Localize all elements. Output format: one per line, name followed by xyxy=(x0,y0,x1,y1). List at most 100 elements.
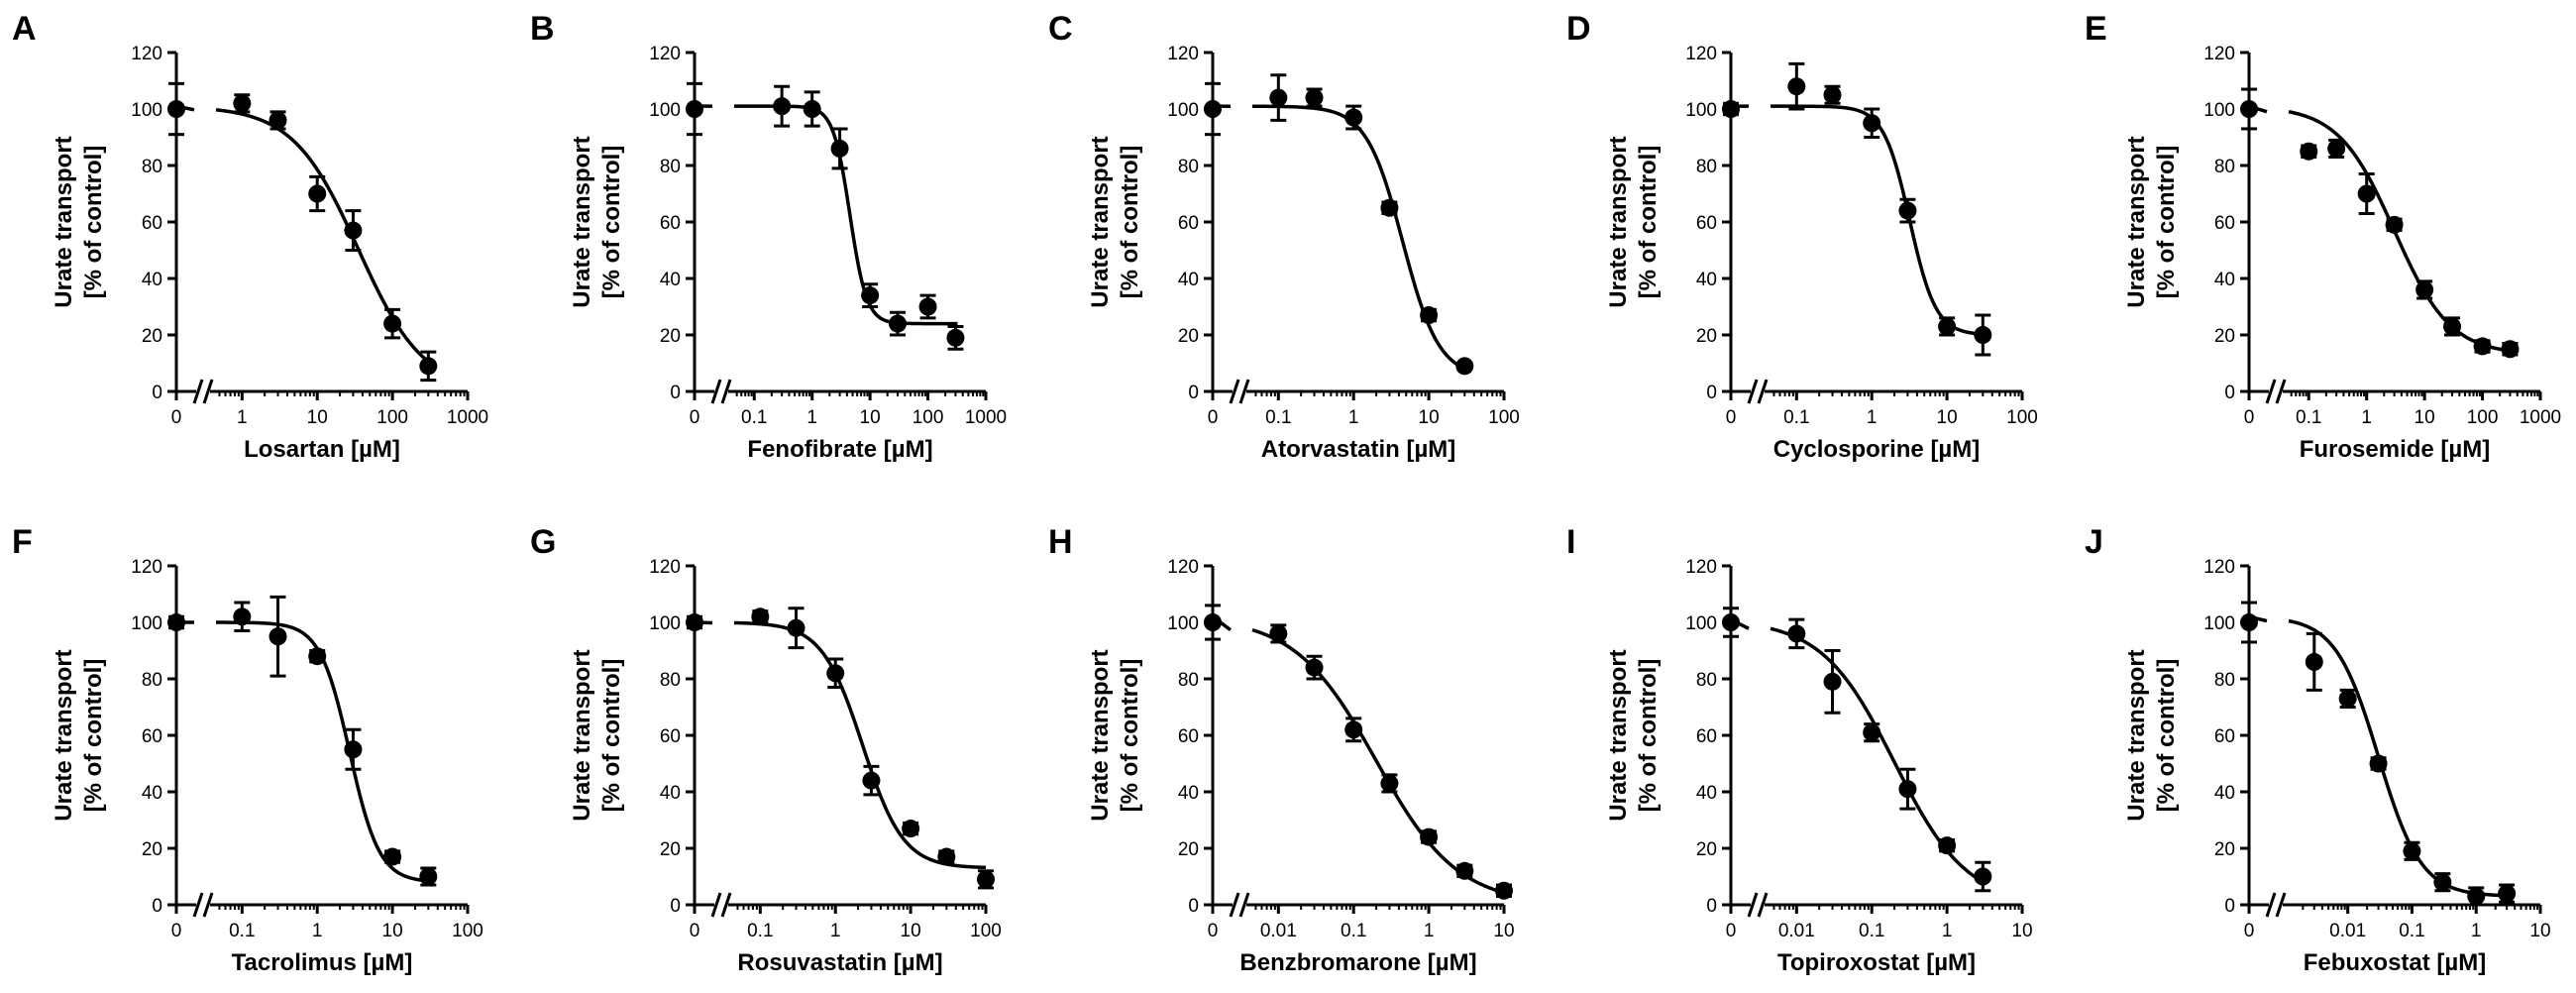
y-axis-label-line1: Urate transport xyxy=(1087,649,1114,821)
x-tick-label: 10 xyxy=(860,407,881,428)
data-point xyxy=(1722,100,1740,118)
y-axis-label-line1: Urate transport xyxy=(569,136,595,307)
data-point xyxy=(1823,85,1842,104)
x-axis-break-mark xyxy=(1757,379,1769,404)
y-tick-label: 120 xyxy=(649,44,681,64)
y-tick-label: 40 xyxy=(660,783,681,804)
data-point xyxy=(1938,836,1957,855)
data-point xyxy=(1722,613,1740,631)
fitted-curve xyxy=(2248,104,2513,354)
x-tick-label: 0.1 xyxy=(229,921,255,941)
x-axis-label: Losartan [µM] xyxy=(244,436,400,463)
data-point xyxy=(889,314,908,333)
y-tick-label: 20 xyxy=(1696,839,1717,860)
x-axis-break-mark xyxy=(1747,379,1759,404)
y-tick-label: 20 xyxy=(2214,326,2235,347)
x-tick-label-zero: 0 xyxy=(1726,407,1737,428)
x-tick-label: 1 xyxy=(237,407,248,428)
data-point xyxy=(308,647,327,666)
y-axis-label: Urate transport [% of control] xyxy=(1605,649,1662,821)
x-tick-label: 0.1 xyxy=(741,407,767,428)
data-point xyxy=(977,870,995,889)
panel-letter: I xyxy=(1566,523,1575,561)
x-tick-label: 100 xyxy=(1488,407,1520,428)
y-tick-label: 120 xyxy=(2203,557,2235,578)
y-tick-label: 80 xyxy=(1178,157,1199,177)
chart-panel-c: C Urate transport [% of control] 0 20 40 60 80 1… xyxy=(1048,10,1520,463)
fitted-curve xyxy=(175,620,432,883)
data-point xyxy=(2473,337,2492,356)
data-point xyxy=(1863,723,1881,742)
data-point xyxy=(1204,100,1222,118)
y-tick-label: 20 xyxy=(1178,839,1199,860)
x-tick-label: 0.01 xyxy=(1778,921,1815,941)
x-tick-label: 0.1 xyxy=(1265,407,1291,428)
x-tick-label: 1 xyxy=(1942,921,1953,941)
x-tick-label: 0.01 xyxy=(2329,921,2366,941)
x-tick-label: 1 xyxy=(1867,407,1878,428)
y-tick-label: 40 xyxy=(2214,270,2235,290)
data-point xyxy=(1269,624,1288,643)
data-point xyxy=(1898,201,1917,220)
data-point xyxy=(167,613,185,631)
y-tick-label: 80 xyxy=(1178,670,1199,691)
x-tick-label: 100 xyxy=(2467,407,2499,428)
y-tick-label: 100 xyxy=(1685,613,1717,634)
y-axis-label-line2: [% of control] xyxy=(1635,146,1662,299)
x-tick-label: 100 xyxy=(2006,407,2038,428)
data-point xyxy=(2305,652,2323,671)
y-tick-label: 100 xyxy=(131,613,162,634)
data-point xyxy=(861,286,880,305)
y-tick-label: 0 xyxy=(2224,896,2235,917)
y-axis-label-line2: [% of control] xyxy=(2153,659,2180,813)
x-tick-label: 1 xyxy=(2471,921,2482,941)
chart-panel-i: I Urate transport [% of control] 0 20 40 60 80 1… xyxy=(1566,523,2033,976)
panel-letter: B xyxy=(530,10,555,48)
data-point xyxy=(1974,326,1992,344)
x-axis-break-mark xyxy=(710,892,722,918)
x-tick-label: 1 xyxy=(312,921,323,941)
data-point xyxy=(918,297,937,316)
data-point xyxy=(2498,884,2517,903)
panel-letter: F xyxy=(12,523,33,561)
x-axis-break-mark xyxy=(192,379,204,404)
y-tick-label: 100 xyxy=(131,100,162,121)
x-tick-label: 100 xyxy=(452,921,483,941)
data-point xyxy=(2443,317,2462,336)
data-point xyxy=(946,328,965,347)
y-axis-label: Urate transport [% of control] xyxy=(2123,649,2180,821)
x-axis-label: Cyclosporine [µM] xyxy=(1773,436,1981,463)
data-point xyxy=(2240,100,2258,118)
data-point xyxy=(1823,672,1842,691)
data-point xyxy=(686,100,703,118)
data-point xyxy=(1380,774,1399,793)
y-tick-label: 120 xyxy=(1685,557,1717,578)
x-tick-label: 10 xyxy=(1493,921,1514,941)
y-axis-label: Urate transport [% of control] xyxy=(569,649,625,821)
x-tick-label-zero: 0 xyxy=(1208,921,1219,941)
fitted-curve xyxy=(695,104,958,326)
y-tick-label: 80 xyxy=(2214,670,2235,691)
y-tick-label: 20 xyxy=(2214,839,2235,860)
x-tick-label: 1 xyxy=(2361,407,2372,428)
fitted-curve xyxy=(1730,104,1986,337)
x-tick-label-zero: 0 xyxy=(690,407,700,428)
chart-panel-e: E Urate transport [% of control] 0 20 40 60 80 1… xyxy=(2085,10,2561,463)
y-axis-label-line1: Urate transport xyxy=(51,649,77,821)
x-axis-break-mark xyxy=(1238,379,1250,404)
x-tick-label: 0.01 xyxy=(1260,921,1297,941)
data-point xyxy=(1380,198,1399,217)
data-point xyxy=(937,847,956,866)
x-axis-break-mark xyxy=(2265,379,2277,404)
y-tick-label: 0 xyxy=(670,896,681,917)
y-axis-label-line1: Urate transport xyxy=(1087,136,1114,307)
data-point xyxy=(803,100,821,118)
x-tick-label-zero: 0 xyxy=(171,407,182,428)
y-tick-label: 80 xyxy=(2214,157,2235,177)
data-point xyxy=(383,314,402,333)
x-tick-label: 0.1 xyxy=(2296,407,2321,428)
y-tick-label: 120 xyxy=(131,557,162,578)
data-point xyxy=(268,111,287,130)
data-point xyxy=(1344,108,1363,127)
panel-letter: A xyxy=(12,10,37,48)
